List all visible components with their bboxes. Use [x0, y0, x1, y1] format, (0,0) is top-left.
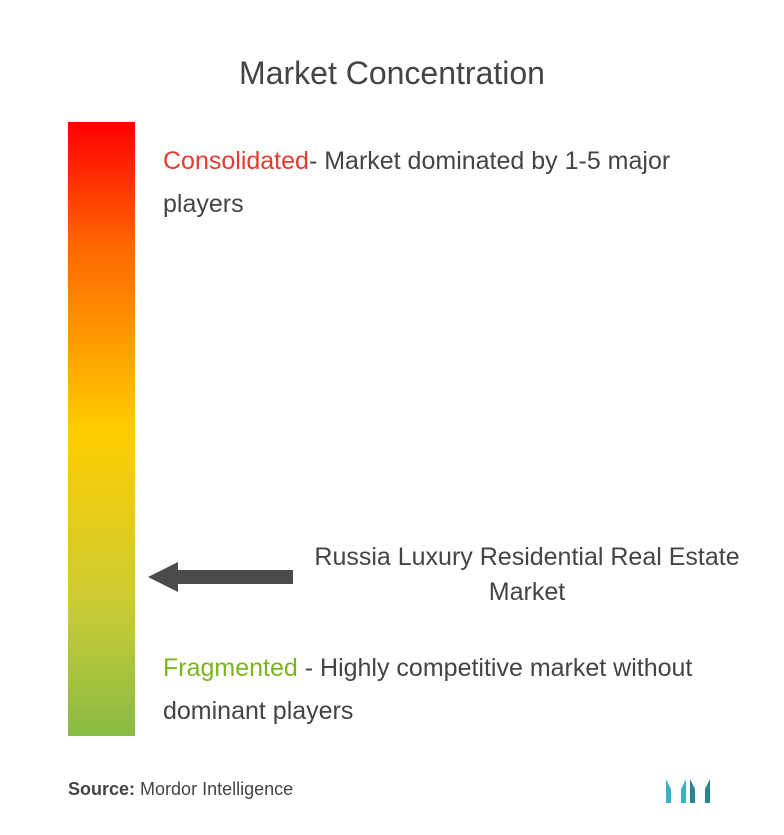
- mordor-logo-icon: [664, 771, 724, 807]
- source-value: Mordor Intelligence: [140, 779, 293, 799]
- source-row: Source: Mordor Intelligence: [68, 771, 724, 807]
- consolidated-description: Consolidated- Market dominated by 1-5 ma…: [163, 122, 744, 225]
- fragmented-label: Fragmented: [163, 654, 298, 682]
- consolidated-label: Consolidated: [163, 147, 309, 175]
- concentration-gradient-bar: [68, 122, 135, 736]
- content-area: Consolidated- Market dominated by 1-5 ma…: [0, 122, 784, 225]
- fragmented-description: Fragmented - Highly competitive market w…: [163, 647, 744, 732]
- text-area: Consolidated- Market dominated by 1-5 ma…: [163, 122, 784, 225]
- page-title: Market Concentration: [0, 0, 784, 122]
- source-label: Source:: [68, 779, 135, 799]
- arrow-left-icon: [148, 560, 293, 594]
- source-text: Source: Mordor Intelligence: [68, 779, 293, 800]
- market-name-label: Russia Luxury Residential Real Estate Ma…: [300, 540, 754, 610]
